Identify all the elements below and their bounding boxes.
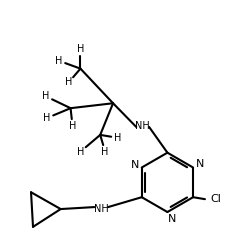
- Text: N: N: [196, 158, 204, 168]
- Text: H: H: [65, 78, 72, 88]
- Text: H: H: [101, 147, 109, 157]
- Text: H: H: [77, 147, 84, 157]
- Text: H: H: [43, 113, 51, 123]
- Text: NH: NH: [94, 204, 109, 214]
- Text: H: H: [55, 56, 62, 66]
- Text: N: N: [131, 160, 139, 170]
- Text: Cl: Cl: [211, 194, 222, 204]
- Text: H: H: [114, 133, 122, 143]
- Text: NH: NH: [135, 121, 150, 131]
- Text: N: N: [168, 214, 177, 224]
- Text: H: H: [69, 121, 76, 131]
- Text: H: H: [42, 91, 50, 101]
- Text: H: H: [77, 44, 84, 54]
